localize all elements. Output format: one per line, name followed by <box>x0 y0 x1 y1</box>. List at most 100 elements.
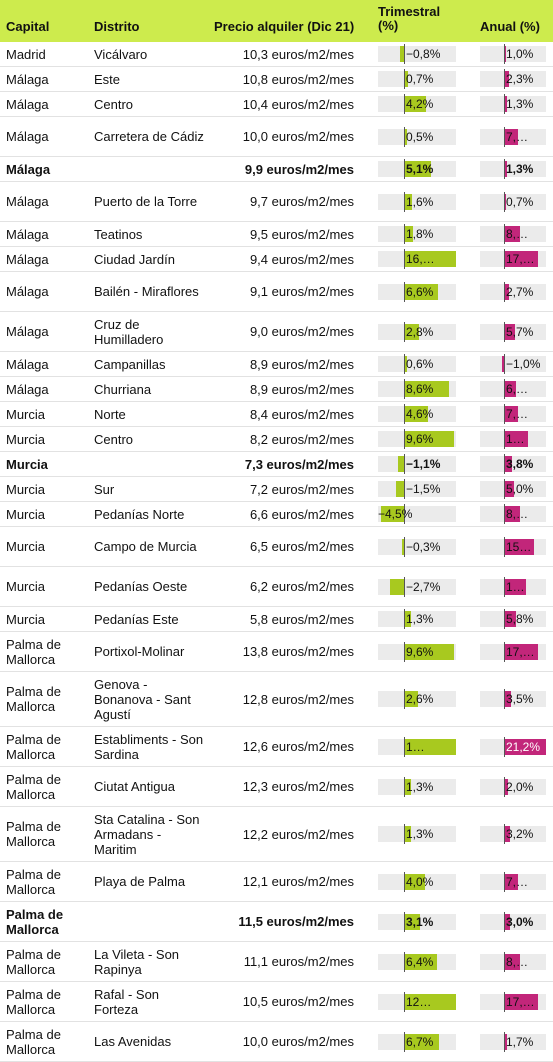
anual-bar: 7,… <box>480 126 546 147</box>
anual-bar: 2,3% <box>480 69 546 89</box>
capital-cell: Murcia <box>6 567 88 606</box>
trimestral-bar: 9,6% <box>378 641 456 662</box>
trimestral-bar: −0,8% <box>378 44 456 64</box>
anual-bar: 1,3% <box>480 159 546 179</box>
precio-cell: 7,3 euros/m2/mes <box>200 452 354 476</box>
zero-axis <box>404 504 405 524</box>
capital-cell-text: Murcia <box>6 481 46 497</box>
trimestral-bar: 16,… <box>378 249 456 269</box>
trimestral-value: 3,1% <box>406 914 434 929</box>
header-distrito: Distrito <box>94 19 140 34</box>
capital-cell-text: Málaga <box>6 381 49 397</box>
anual-fill <box>504 46 506 62</box>
anual-value: 7,… <box>506 129 529 144</box>
trimestral-fill <box>404 778 411 795</box>
anual-bar: 2,0% <box>480 776 546 797</box>
capital-cell-text: Málaga <box>6 226 49 242</box>
capital-cell: Málaga <box>6 247 88 271</box>
trimestral-fill <box>404 873 425 890</box>
zero-axis <box>504 504 505 524</box>
precio-cell-text: 6,2 euros/m2/mes <box>249 579 354 594</box>
precio-cell-text: 12,3 euros/m2/mes <box>242 779 354 794</box>
zero-axis <box>504 576 505 597</box>
trimestral-value: 1,3% <box>406 779 434 794</box>
distrito-cell-text: Portixol-Molinar <box>94 644 185 659</box>
anual-bar: 3,0% <box>480 911 546 932</box>
capital-cell: Málaga <box>6 92 88 116</box>
trimestral-bar: 6,6% <box>378 281 456 302</box>
zero-axis <box>504 159 505 179</box>
table-row: Málaga Centro 10,4 euros/m2/mes 4,2% 1,3% <box>0 92 553 117</box>
anual-fill <box>504 578 526 595</box>
table-header: Capital Distrito Precio alquiler (Dic 21… <box>0 0 553 42</box>
anual-fill <box>504 456 512 472</box>
capital-cell-text: Palma de Mallorca <box>6 986 61 1017</box>
precio-cell-text: 8,9 euros/m2/mes <box>249 381 354 397</box>
capital-cell-text: Murcia <box>6 456 48 472</box>
distrito-cell-text: Ciutat Antigua <box>94 779 175 794</box>
trimestral-fill <box>404 71 408 87</box>
distrito-cell: Pedanías Norte <box>94 502 204 526</box>
zero-axis <box>504 991 505 1012</box>
anual-value: −1,0% <box>506 357 541 371</box>
trimestral-value: 4,6% <box>406 407 434 421</box>
trimestral-value: −2,7% <box>406 579 441 594</box>
anual-fill <box>504 431 528 447</box>
zero-axis <box>504 689 505 709</box>
zero-axis <box>504 824 505 844</box>
capital-cell: Palma de Mallorca <box>6 767 88 806</box>
trimestral-value: 0,7% <box>406 72 434 86</box>
anual-bar: 5,7% <box>480 321 546 342</box>
anual-bar: 0,7% <box>480 191 546 212</box>
precio-cell-text: 10,5 euros/m2/mes <box>242 994 354 1009</box>
trimestral-value: −4,5% <box>378 506 412 522</box>
capital-cell: Málaga <box>6 67 88 91</box>
anual-value: 0,7% <box>506 194 534 209</box>
trimestral-fill <box>381 506 404 522</box>
anual-fill <box>504 226 520 242</box>
trimestral-value: 0,6% <box>406 357 434 371</box>
table-row: Málaga Ciudad Jardín 9,4 euros/m2/mes 16,… 1… <box>0 247 553 272</box>
capital-cell: Palma de Mallorca <box>6 727 88 766</box>
zero-axis <box>404 536 405 557</box>
distrito-cell-text: Churriana <box>94 381 152 397</box>
trimestral-value: −0,8% <box>406 47 441 61</box>
trimestral-value: 1,8% <box>406 227 434 241</box>
distrito-cell: Playa de Palma <box>94 862 204 901</box>
table-row: Murcia Campo de Murcia 6,5 euros/m2/mes −0,… <box>0 527 553 567</box>
anual-bar: 17,… <box>480 991 546 1012</box>
capital-cell: Murcia <box>6 452 88 476</box>
anual-value: 1,7% <box>506 1034 534 1049</box>
anual-bar: 17,… <box>480 249 546 269</box>
precio-cell: 7,2 euros/m2/mes <box>200 477 354 501</box>
distrito-cell-text: Vicálvaro <box>94 46 148 62</box>
distrito-cell-text: Rafal - Son Forteza <box>94 986 160 1017</box>
anual-value: 15… <box>506 539 532 554</box>
distrito-cell: Campanillas <box>94 352 204 376</box>
trimestral-fill <box>404 356 407 372</box>
capital-cell-text: Murcia <box>6 506 46 522</box>
zero-axis <box>504 641 505 662</box>
trimestral-bar: 0,6% <box>378 354 456 374</box>
distrito-cell-text: Este <box>94 71 121 87</box>
capital-cell: Madrid <box>6 42 88 66</box>
anual-fill <box>504 826 510 842</box>
anual-fill <box>504 283 509 300</box>
anual-bar: 21,2% <box>480 736 546 757</box>
distrito-cell: Ciudad Jardín <box>94 247 204 271</box>
distrito-cell-text: Puerto de la Torre <box>94 194 198 209</box>
table-row: Palma de Mallorca Ciutat Antigua 12,3 euro… <box>0 767 553 807</box>
distrito-cell-text: Bailén - Miraflores <box>94 284 199 299</box>
zero-axis <box>404 911 405 932</box>
capital-cell-text: Palma de Mallorca <box>6 731 61 762</box>
zero-axis <box>404 609 405 629</box>
anual-value: 3,2% <box>506 827 534 841</box>
capital-cell-text: Málaga <box>6 71 49 87</box>
distrito-cell: Portixol-Molinar <box>94 632 204 671</box>
distrito-cell: Sta Catalina - Son Armadans - Maritim <box>94 807 204 861</box>
trimestral-value: 6,4% <box>406 954 434 969</box>
zero-axis <box>404 641 405 662</box>
zero-axis <box>404 224 405 244</box>
trimestral-bar: 2,8% <box>378 321 456 342</box>
anual-bar: 3,8% <box>480 454 546 474</box>
